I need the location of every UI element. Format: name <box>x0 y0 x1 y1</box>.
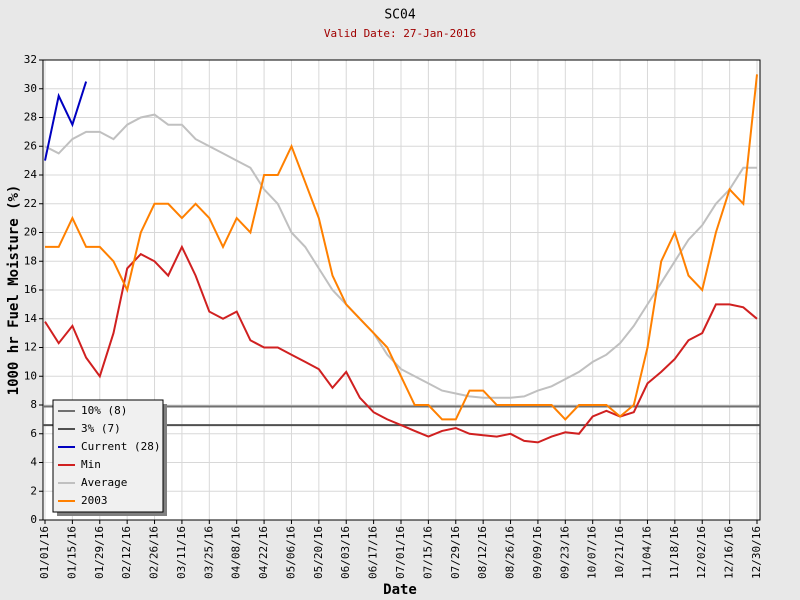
x-tick-label: 01/29/16 <box>93 526 106 579</box>
y-tick-label: 10 <box>24 369 37 382</box>
x-tick-label: 11/04/16 <box>640 526 653 579</box>
x-tick-label: 12/02/16 <box>695 526 708 579</box>
series-line <box>44 113 757 399</box>
y-tick-label: 14 <box>24 312 38 325</box>
x-tick-label: 08/26/16 <box>504 526 517 579</box>
y-tick-label: 24 <box>24 168 38 181</box>
x-tick-label: 07/01/16 <box>394 526 407 579</box>
y-tick-label: 20 <box>24 226 37 239</box>
y-tick-label: 2 <box>30 484 37 497</box>
x-tick-label: 03/25/16 <box>202 526 215 579</box>
legend-label: Average <box>81 476 127 489</box>
x-tick-label: 01/01/16 <box>38 526 51 579</box>
x-tick-label: 09/23/16 <box>558 526 571 579</box>
y-tick-label: 18 <box>24 254 37 267</box>
legend-label: 2003 <box>81 494 108 507</box>
x-tick-label: 07/15/16 <box>421 526 434 579</box>
series-line <box>44 244 758 444</box>
x-tick-label: 09/09/16 <box>531 526 544 579</box>
x-tick-label: 08/12/16 <box>476 526 489 579</box>
plot-border <box>42 59 761 521</box>
x-tick-label: 04/08/16 <box>230 526 243 579</box>
chart-title: SC04 <box>384 8 415 23</box>
x-tick-label: 02/26/16 <box>148 526 161 579</box>
legend: 10% (8) 3% (7) Current (28) Min Average 2003 <box>52 399 167 516</box>
x-tick-label: 12/30/16 <box>750 526 763 579</box>
x-tick-label: 02/12/16 <box>120 526 133 579</box>
y-tick-label: 6 <box>30 427 37 440</box>
y-tick-label: 22 <box>24 197 37 210</box>
y-tick-label: 8 <box>30 398 37 411</box>
legend-label: Current (28) <box>81 440 160 453</box>
x-tick-label: 10/07/16 <box>586 526 599 579</box>
chart-subtitle: Valid Date: 27-Jan-2016 <box>324 27 476 40</box>
x-tick-label: 03/11/16 <box>175 526 188 579</box>
y-tick-label: 4 <box>30 456 37 469</box>
legend-label: 10% (8) <box>81 404 127 417</box>
x-tick-label: 07/29/16 <box>449 526 462 579</box>
y-tick-label: 26 <box>24 139 37 152</box>
y-axis-label: 1000 hr Fuel Moisture (%) <box>6 185 22 396</box>
y-tick-label: 12 <box>24 341 37 354</box>
y-tick-label: 32 <box>24 53 37 66</box>
legend-label: 3% (7) <box>81 422 121 435</box>
y-tick-label: 16 <box>24 283 37 296</box>
x-tick-label: 01/15/16 <box>65 526 78 579</box>
x-tick-label: 05/20/16 <box>312 526 325 579</box>
x-tick-label: 10/21/16 <box>613 526 626 579</box>
y-tick-label: 30 <box>24 82 37 95</box>
x-tick-label: 05/06/16 <box>284 526 297 579</box>
y-tick-label: 0 <box>30 513 37 526</box>
series-line <box>44 81 88 161</box>
x-tick-label: 06/03/16 <box>339 526 352 579</box>
x-tick-label: 04/22/16 <box>257 526 270 579</box>
x-axis-label: Date <box>383 582 417 598</box>
x-tick-label: 06/17/16 <box>367 526 380 579</box>
x-tick-label: 11/18/16 <box>668 526 681 579</box>
x-tick-label: 12/16/16 <box>723 526 736 579</box>
legend-box <box>52 399 164 513</box>
y-tick-label: 28 <box>24 111 37 124</box>
legend-label: Min <box>81 458 101 471</box>
series-line <box>45 74 758 421</box>
